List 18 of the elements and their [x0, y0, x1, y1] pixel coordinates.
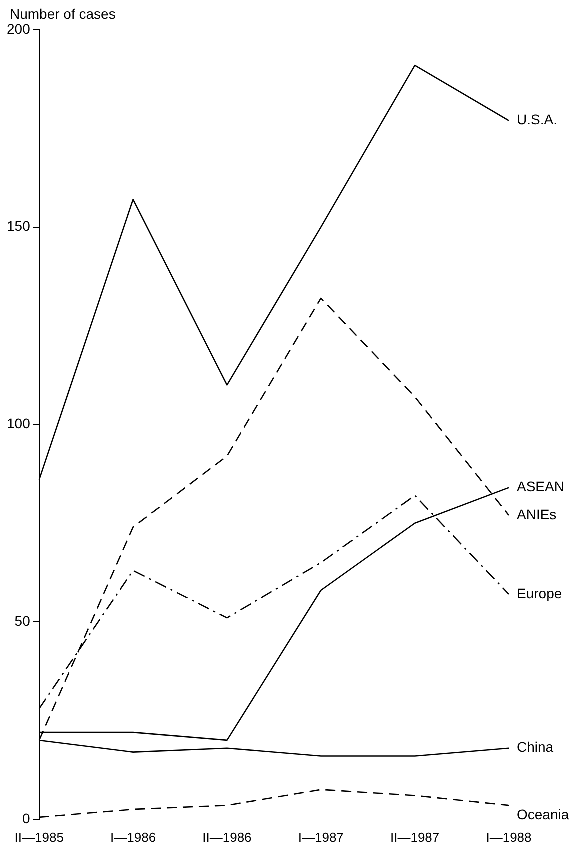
series-label: ANIEs: [517, 506, 557, 522]
series-label: China: [517, 739, 554, 756]
x-tick-label: II—1985: [14, 830, 64, 845]
y-tick-label: 50: [14, 612, 31, 629]
x-tick-label: I—1986: [110, 830, 156, 845]
x-tick-label: I—1987: [298, 830, 344, 845]
x-tick-label: II—1986: [202, 830, 252, 845]
x-tick-label: I—1988: [486, 830, 532, 845]
y-tick-label: 200: [7, 20, 31, 37]
y-tick-label: 150: [7, 218, 31, 234]
series-label: Europe: [517, 585, 562, 602]
y-tick-label: 0: [22, 810, 31, 826]
series-label: U.S.A.: [517, 112, 558, 128]
series-label: Oceania: [517, 806, 570, 822]
x-tick-label: II—1987: [390, 830, 440, 845]
y-tick-label: 100: [7, 416, 31, 432]
series-label: ASEAN: [517, 478, 564, 495]
y-axis-title: Number of cases: [10, 6, 116, 22]
